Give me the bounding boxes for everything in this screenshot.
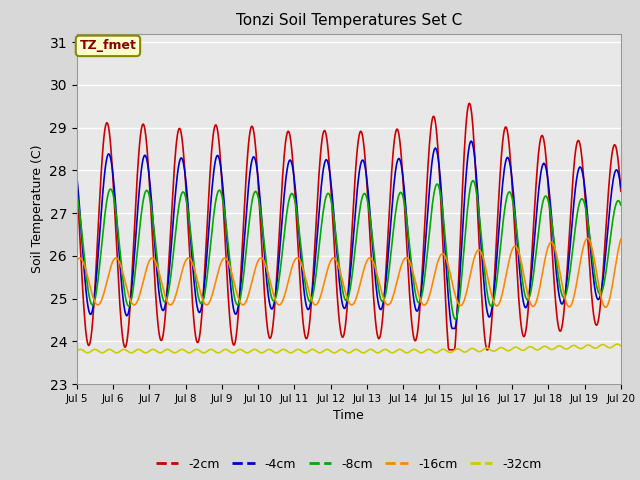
Text: TZ_fmet: TZ_fmet xyxy=(79,39,136,52)
X-axis label: Time: Time xyxy=(333,409,364,422)
Y-axis label: Soil Temperature (C): Soil Temperature (C) xyxy=(31,144,44,273)
Legend: -2cm, -4cm, -8cm, -16cm, -32cm: -2cm, -4cm, -8cm, -16cm, -32cm xyxy=(151,453,547,476)
Title: Tonzi Soil Temperatures Set C: Tonzi Soil Temperatures Set C xyxy=(236,13,462,28)
